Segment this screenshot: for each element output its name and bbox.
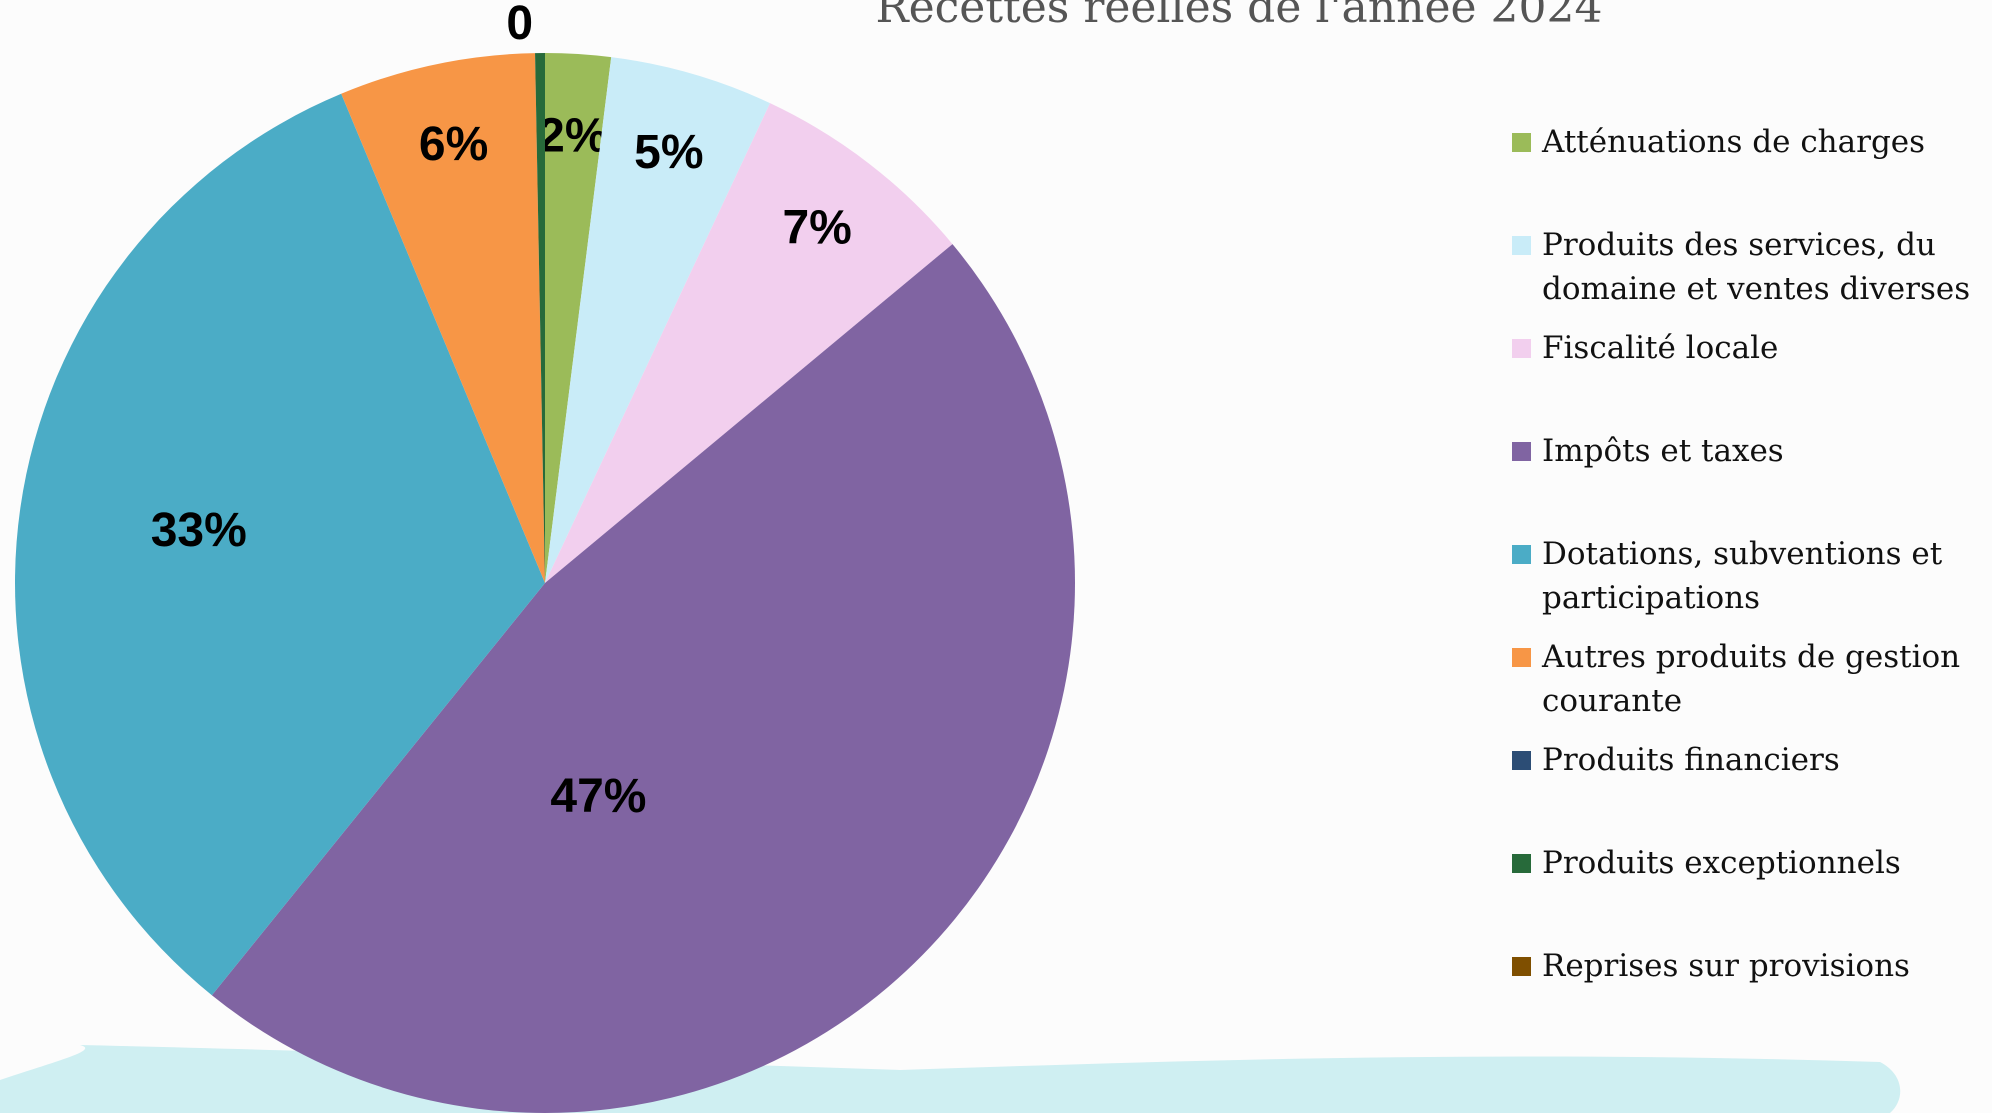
legend-swatch bbox=[1512, 545, 1531, 564]
pie-slice bbox=[341, 53, 545, 584]
pie-slice bbox=[211, 244, 1075, 1113]
legend-item: Impôts et taxes bbox=[1512, 429, 1992, 473]
legend-item: Atténuations de charges bbox=[1512, 120, 1992, 164]
data-label: 7% bbox=[782, 201, 851, 254]
legend-swatch bbox=[1512, 133, 1531, 152]
legend-item: Produits exceptionnels bbox=[1512, 841, 1992, 885]
legend-swatch bbox=[1512, 854, 1531, 873]
legend-label: Fiscalité locale bbox=[1542, 330, 1779, 366]
legend-item: Produits financiers bbox=[1512, 738, 1992, 782]
pie-slice bbox=[535, 53, 545, 583]
legend-label: Produits financiers bbox=[1542, 742, 1840, 778]
data-label: 6% bbox=[419, 118, 488, 171]
pie-slice bbox=[545, 103, 953, 584]
legend-label: Atténuations de charges bbox=[1542, 124, 1926, 160]
legend-item: Autres produits de gestion courante bbox=[1512, 635, 1992, 723]
legend-item: Reprises sur provisions bbox=[1512, 944, 1992, 988]
legend-label: Impôts et taxes bbox=[1542, 433, 1784, 469]
legend-swatch bbox=[1512, 236, 1531, 255]
pie-slice bbox=[545, 53, 612, 583]
legend-item: Dotations, subventions et participations bbox=[1512, 532, 1992, 620]
pie: 2% 5% 7% 47% 33% 6% 0 bbox=[15, 0, 1075, 1113]
data-label: 47% bbox=[550, 770, 646, 823]
brush-stroke bbox=[0, 1045, 1901, 1113]
legend-label: Reprises sur provisions bbox=[1542, 948, 1910, 984]
legend-swatch bbox=[1512, 648, 1531, 667]
legend-label: Autres produits de gestion courante bbox=[1542, 639, 1961, 719]
data-label: 5% bbox=[634, 126, 703, 179]
data-label: 2% bbox=[538, 109, 607, 162]
legend-swatch bbox=[1512, 442, 1531, 461]
legend-item: Fiscalité locale bbox=[1512, 326, 1992, 370]
data-label: 0 bbox=[506, 0, 533, 50]
legend-label: Produits des services, du domaine et ven… bbox=[1542, 227, 1971, 307]
chart-title: Recettes réelles de l'année 2024 bbox=[876, 0, 1603, 33]
legend-item: Produits des services, du domaine et ven… bbox=[1512, 223, 1992, 311]
legend-swatch bbox=[1512, 957, 1531, 976]
data-label: 33% bbox=[151, 504, 247, 557]
legend-label: Produits exceptionnels bbox=[1542, 845, 1901, 881]
legend-swatch bbox=[1512, 339, 1531, 358]
pie-slice bbox=[15, 93, 545, 996]
pie-slice bbox=[545, 57, 771, 583]
legend-label: Dotations, subventions et participations bbox=[1542, 536, 1943, 616]
legend-swatch bbox=[1512, 751, 1531, 770]
